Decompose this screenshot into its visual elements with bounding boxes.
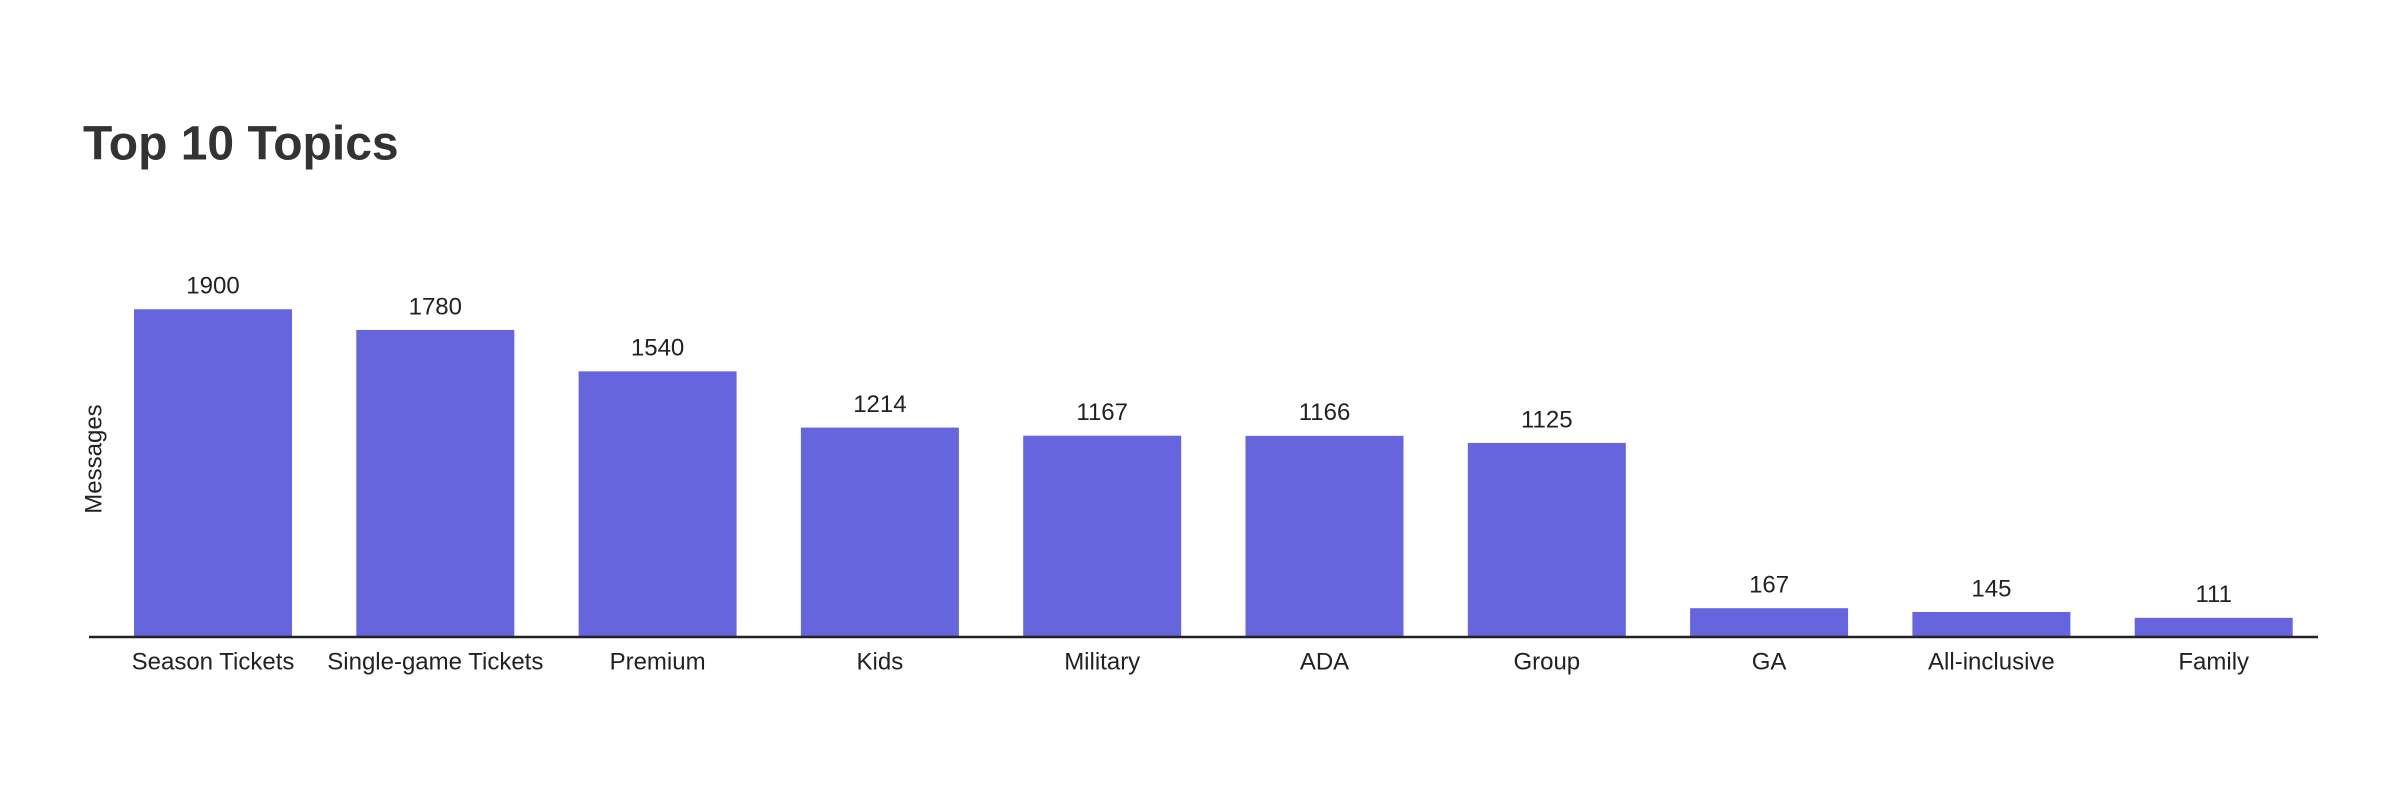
bar [1690, 608, 1849, 637]
data-label: 111 [2195, 581, 2231, 608]
bar [134, 309, 292, 637]
bar [1912, 611, 2071, 637]
x-tick-label: Season Tickets [132, 648, 295, 675]
bar [2134, 617, 2293, 637]
bar [578, 371, 737, 637]
data-label: 1214 [853, 391, 906, 418]
data-label: 1540 [631, 335, 684, 362]
data-label: 1125 [1521, 406, 1573, 433]
data-label: 167 [1749, 572, 1789, 599]
x-tick-label: Group [1513, 648, 1580, 675]
data-label: 145 [1971, 575, 2011, 602]
x-tick-label: Single-game Tickets [327, 648, 543, 675]
bar [1023, 435, 1182, 637]
bar [356, 329, 515, 637]
x-tick-label: All-inclusive [1928, 648, 2055, 675]
data-label: 1166 [1299, 399, 1351, 426]
x-tick-label: ADA [1300, 648, 1349, 675]
chart-title: Top 10 Topics [83, 118, 399, 171]
data-label: 1167 [1076, 399, 1128, 426]
bar [1467, 442, 1626, 637]
data-label: 1900 [186, 273, 239, 300]
x-tick-label: Premium [610, 648, 706, 675]
x-tick-label: Family [2178, 648, 2249, 675]
data-label: 1780 [409, 293, 462, 320]
x-tick-label: Kids [857, 648, 904, 675]
bar [1245, 435, 1404, 637]
x-tick-label: Military [1064, 648, 1140, 675]
y-axis-label: Messages [80, 404, 107, 513]
x-tick-label: GA [1752, 648, 1787, 675]
bar [800, 427, 959, 637]
